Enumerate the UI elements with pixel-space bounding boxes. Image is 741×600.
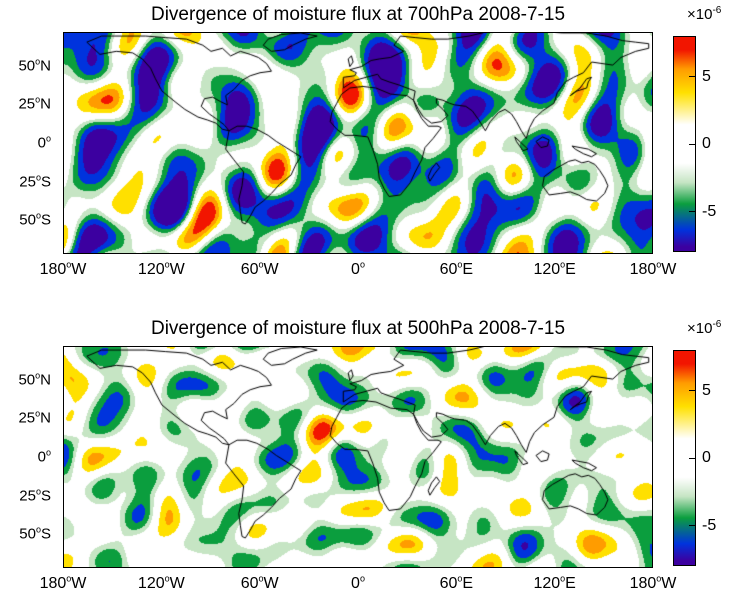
colorbar-tick-label: 0 bbox=[702, 135, 711, 152]
panel-700hpa: Divergence of moisture flux at 700hPa 20… bbox=[0, 4, 722, 283]
colorbar-tick-label: -5 bbox=[702, 202, 717, 220]
y-tick-label: 0o bbox=[37, 447, 51, 466]
panel-500hpa: Divergence of moisture flux at 500hPa 20… bbox=[0, 300, 741, 600]
y-tick-label: 25oN bbox=[18, 94, 51, 113]
y-tick-label: 0o bbox=[37, 133, 51, 152]
x-tick-label: 180oW bbox=[629, 259, 677, 278]
x-tick-label: 180oW bbox=[629, 573, 677, 592]
colorbar bbox=[673, 36, 696, 252]
x-tick-label: 120oE bbox=[533, 259, 576, 278]
colorbar-tick-label: 5 bbox=[702, 381, 711, 399]
x-axis-tick-labels: 180oW 120oW 60oW 0o 60oE 120oE 180oW bbox=[40, 259, 677, 283]
x-tick-label: 60oW bbox=[240, 573, 279, 592]
x-tick-label: 180oW bbox=[39, 573, 87, 592]
x-tick-label: 120oW bbox=[137, 573, 185, 592]
x-tick-label: 60oE bbox=[439, 573, 474, 592]
x-tick-label: 180oW bbox=[39, 259, 87, 278]
colorbar bbox=[673, 350, 696, 566]
panel-title: Divergence of moisture flux at 500hPa 20… bbox=[150, 318, 566, 339]
x-tick-label: 60oE bbox=[439, 259, 474, 278]
contour-field-and-coastlines-canvas bbox=[64, 347, 652, 567]
y-tick-label: 50oS bbox=[19, 210, 51, 229]
y-tick-label: 25oS bbox=[19, 486, 51, 505]
x-tick-label: 120oE bbox=[533, 573, 576, 592]
map-plot-area bbox=[63, 32, 653, 254]
map-plot-area bbox=[63, 346, 653, 568]
colorbar-tick-label: 5 bbox=[702, 67, 711, 85]
y-tick-label: 25oN bbox=[18, 408, 51, 427]
x-tick-label: 120oW bbox=[137, 259, 185, 278]
colorbar-scale-label: ×10-6 bbox=[687, 5, 722, 23]
contour-field-and-coastlines-canvas bbox=[64, 33, 652, 253]
y-tick-label: 50oN bbox=[18, 56, 51, 75]
y-tick-label: 25oS bbox=[19, 172, 51, 191]
x-tick-label: 0o bbox=[351, 259, 365, 278]
x-axis-tick-labels: 180oW 120oW 60oW 0o 60oE 120oE 180oW bbox=[40, 573, 677, 597]
x-tick-label: 0o bbox=[351, 573, 365, 592]
colorbar-scale-label: ×10-6 bbox=[687, 319, 722, 337]
y-tick-label: 50oS bbox=[19, 524, 51, 543]
x-tick-label: 60oW bbox=[240, 259, 279, 278]
colorbar-tick-label: -5 bbox=[702, 516, 717, 534]
panel-title: Divergence of moisture flux at 700hPa 20… bbox=[150, 4, 566, 25]
colorbar-tick-label: 0 bbox=[702, 449, 711, 466]
y-axis-tick-labels: 50oN 25oN 0o 25oS 50oS bbox=[0, 32, 57, 254]
y-axis-tick-labels: 50oN 25oN 0o 25oS 50oS bbox=[0, 346, 57, 568]
y-tick-label: 50oN bbox=[18, 370, 51, 389]
